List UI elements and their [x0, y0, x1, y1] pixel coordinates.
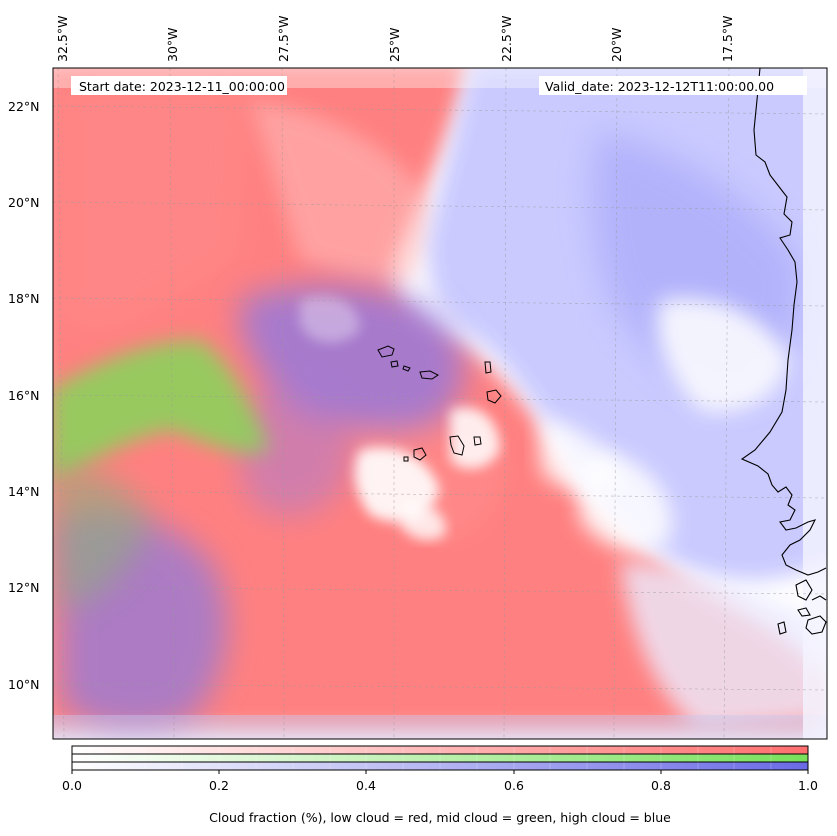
colorbar-tick-2: 0.4: [356, 778, 376, 793]
lon-label-25w: 25°W: [387, 27, 402, 62]
lat-label-14n: 14°N: [8, 484, 40, 499]
lat-label-20n: 20°N: [8, 195, 40, 210]
cabo-verde-islands: [377, 345, 502, 462]
lon-label-22-5w: 22.5°W: [499, 16, 514, 62]
lat-label-22n: 22°N: [8, 99, 40, 114]
high-cloud-layer: [60, 68, 827, 731]
lon-label-17-5w: 17.5°W: [720, 16, 735, 62]
lat-label-16n: 16°N: [8, 388, 40, 403]
lat-label-10n: 10°N: [8, 677, 40, 692]
colorbar-tick-0: 0.0: [62, 778, 82, 793]
longitude-labels: 32.5°W 30°W 27.5°W 25°W 22.5°W 20°W 17.5…: [55, 16, 735, 62]
valid-date-label: Valid_date: 2023-12-12T11:00:00.00: [545, 79, 774, 94]
colorbar-tick-5: 1.0: [798, 778, 818, 793]
mid-cloud-layer: [53, 340, 270, 610]
valid-date-box: Valid_date: 2023-12-12T11:00:00.00: [539, 76, 807, 95]
coastline-africa: [740, 68, 827, 635]
start-date-box: Start date: 2023-12-11_00:00:00: [71, 76, 287, 95]
colorbar-tick-3: 0.6: [504, 778, 524, 793]
domain-edge-fade: [53, 68, 827, 739]
start-date-label: Start date: 2023-12-11_00:00:00: [79, 79, 285, 94]
colorbar-tick-1: 0.2: [209, 778, 229, 793]
map-frame: [52, 67, 828, 740]
graticule: [53, 68, 827, 739]
colorbar-tick-4: 0.8: [651, 778, 671, 793]
lon-label-30w: 30°W: [165, 27, 180, 62]
colorbar-label: Cloud fraction (%), low cloud = red, mid…: [209, 810, 671, 825]
map-panel: Start date: 2023-12-11_00:00:00 Valid_da…: [53, 68, 827, 739]
colorbar: 0.0 0.2 0.4 0.6 0.8 1.0 Cloud fraction (…: [62, 745, 818, 825]
lat-label-18n: 18°N: [8, 291, 40, 306]
latitude-labels: 22°N 20°N 18°N 16°N 14°N 12°N 10°N: [8, 99, 40, 692]
lon-label-20w: 20°W: [609, 27, 624, 62]
clear-sky-patches: [300, 296, 790, 551]
lon-label-32-5w: 32.5°W: [55, 16, 70, 62]
lon-label-27-5w: 27.5°W: [276, 16, 291, 62]
lat-label-12n: 12°N: [8, 580, 40, 595]
colorbar-ticks: [71, 770, 809, 774]
